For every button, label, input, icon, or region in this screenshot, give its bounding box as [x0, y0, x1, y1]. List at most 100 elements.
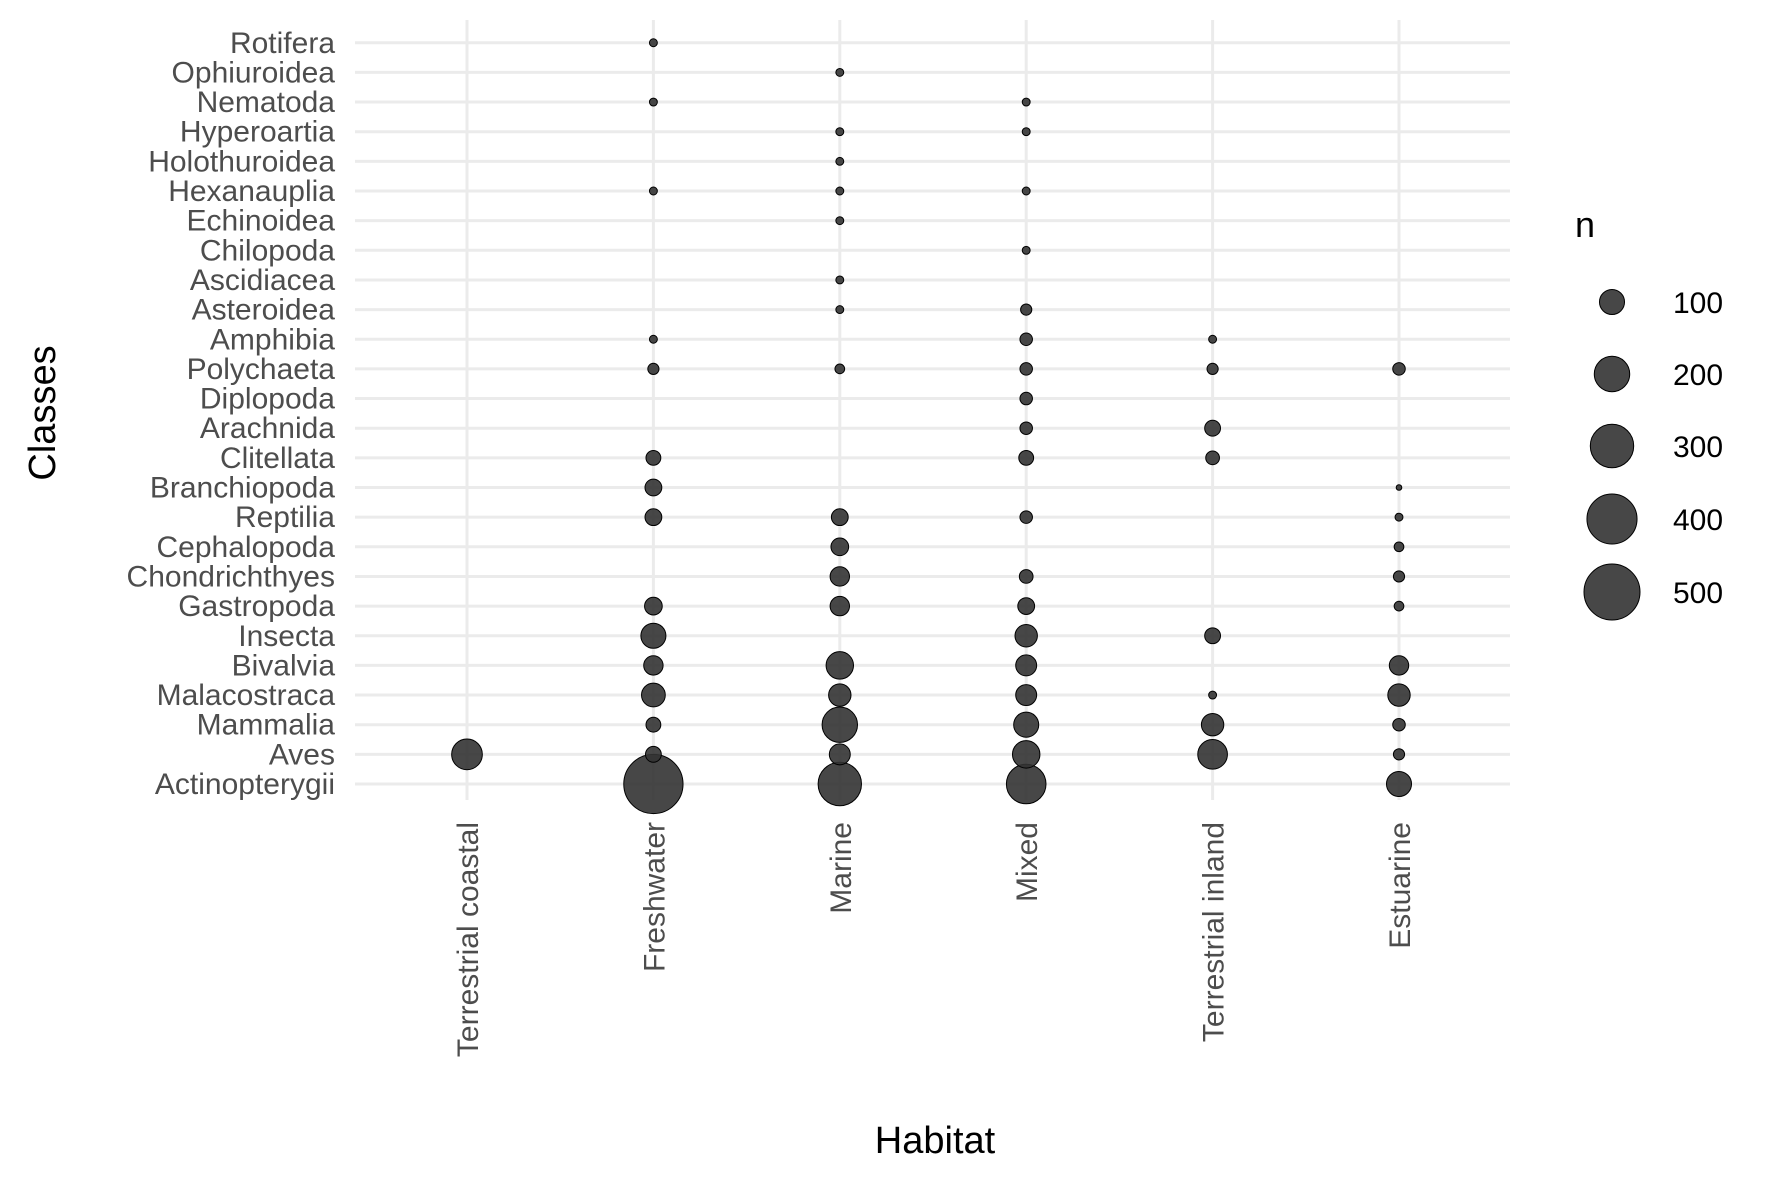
x-tick-label: Estuarine — [1384, 822, 1417, 949]
data-point — [623, 753, 684, 815]
data-point — [1204, 419, 1222, 437]
legend-label: 100 — [1673, 287, 1723, 320]
x-tick-label: Terrestrial coastal — [452, 822, 485, 1057]
x-tick-label: Marine — [825, 822, 858, 914]
size-legend: n 100 200 300 400 500 — [1575, 204, 1723, 621]
data-point — [1005, 763, 1047, 805]
legend-symbol — [1586, 493, 1638, 545]
data-point — [451, 738, 483, 771]
data-point — [1018, 569, 1034, 584]
data-point — [1011, 740, 1041, 769]
data-point — [1392, 362, 1406, 376]
legend-title: n — [1575, 204, 1595, 245]
y-tick-label: Hyperoartia — [180, 116, 335, 149]
data-point — [1021, 245, 1031, 255]
data-point — [1393, 600, 1405, 612]
data-point — [1392, 748, 1406, 761]
y-tick-label: Hexanauplia — [168, 175, 335, 208]
data-point — [1206, 362, 1219, 375]
y-tick-label: Cephalopoda — [157, 531, 336, 564]
data-point — [1394, 512, 1404, 522]
y-tick-label: Ascidiacea — [190, 264, 335, 297]
x-tick-label: Terrestrial inland — [1198, 822, 1231, 1042]
data-point — [648, 38, 658, 48]
data-point — [821, 706, 859, 743]
data-point — [1019, 332, 1033, 347]
data-point — [835, 216, 845, 226]
data-point — [1197, 739, 1228, 770]
y-tick-label: Chondrichthyes — [127, 560, 335, 593]
data-point — [640, 622, 667, 649]
y-tick-label: Nematoda — [197, 86, 336, 119]
data-point — [1014, 624, 1038, 648]
data-point — [1200, 713, 1225, 737]
data-point — [1019, 391, 1033, 406]
data-point — [835, 275, 845, 285]
legend-label: 300 — [1673, 431, 1723, 464]
data-point — [645, 449, 662, 466]
data-point — [1395, 484, 1403, 491]
legend-symbol — [1598, 288, 1626, 316]
y-tick-label: Amphibia — [210, 323, 335, 356]
data-point — [835, 186, 845, 196]
y-tick-label: Gastropoda — [178, 590, 335, 623]
data-point — [1393, 541, 1405, 553]
y-tick-label: Rotifera — [230, 27, 335, 60]
data-point — [835, 127, 845, 137]
y-tick-label: Mammalia — [197, 709, 336, 742]
data-point — [1392, 570, 1406, 583]
data-point — [1013, 711, 1040, 738]
x-tick-label: Mixed — [1011, 822, 1044, 902]
y-tick-label: Arachnida — [200, 412, 335, 445]
data-point — [1204, 627, 1222, 645]
x-axis-tick-labels: Terrestrial coastal Freshwater Marine Mixed… — [452, 822, 1417, 1057]
data-point — [1208, 334, 1218, 344]
data-point — [1021, 186, 1031, 196]
y-axis-title: Classes — [22, 345, 64, 480]
data-point — [834, 363, 846, 375]
y-tick-label: Asteroidea — [192, 294, 336, 327]
y-tick-label: Echinoidea — [187, 205, 336, 238]
data-point — [1208, 690, 1218, 700]
y-tick-label: Aves — [269, 738, 335, 771]
y-tick-label: Holothuroidea — [148, 145, 335, 178]
data-point — [817, 761, 862, 807]
data-point — [644, 478, 663, 497]
data-point — [829, 595, 850, 617]
data-point — [1020, 303, 1033, 316]
y-tick-label: Insecta — [238, 620, 335, 653]
data-point — [835, 305, 845, 315]
data-point — [830, 537, 850, 557]
data-point — [830, 508, 849, 527]
legend-label: 200 — [1673, 359, 1723, 392]
legend-symbol — [1583, 563, 1641, 621]
gridlines — [355, 20, 1510, 800]
legend-symbol — [1589, 423, 1635, 469]
data-point — [835, 67, 845, 77]
data-point — [648, 186, 658, 196]
data-point — [1019, 362, 1033, 376]
data-point — [1205, 450, 1220, 466]
data-point — [645, 716, 662, 733]
data-point — [1015, 654, 1038, 677]
data-point — [1388, 655, 1410, 676]
data-point — [829, 566, 850, 587]
y-tick-label: Chilopoda — [200, 234, 335, 267]
x-axis-title: Habitat — [875, 1120, 996, 1162]
data-point — [1021, 127, 1031, 137]
y-tick-label: Reptilia — [235, 501, 335, 534]
data-points — [451, 38, 1413, 815]
data-point — [647, 362, 660, 375]
data-point — [1015, 684, 1038, 707]
data-point — [644, 745, 662, 763]
data-point — [1018, 449, 1035, 466]
y-tick-label: Malacostraca — [157, 679, 336, 712]
data-point — [825, 651, 855, 680]
y-tick-label: Ophiuroidea — [172, 56, 336, 89]
data-point — [828, 743, 851, 766]
legend-label: 400 — [1673, 504, 1723, 537]
y-tick-label: Actinopterygii — [155, 768, 335, 801]
data-point — [641, 682, 666, 708]
data-point — [828, 683, 852, 707]
y-tick-label: Bivalvia — [232, 649, 336, 682]
